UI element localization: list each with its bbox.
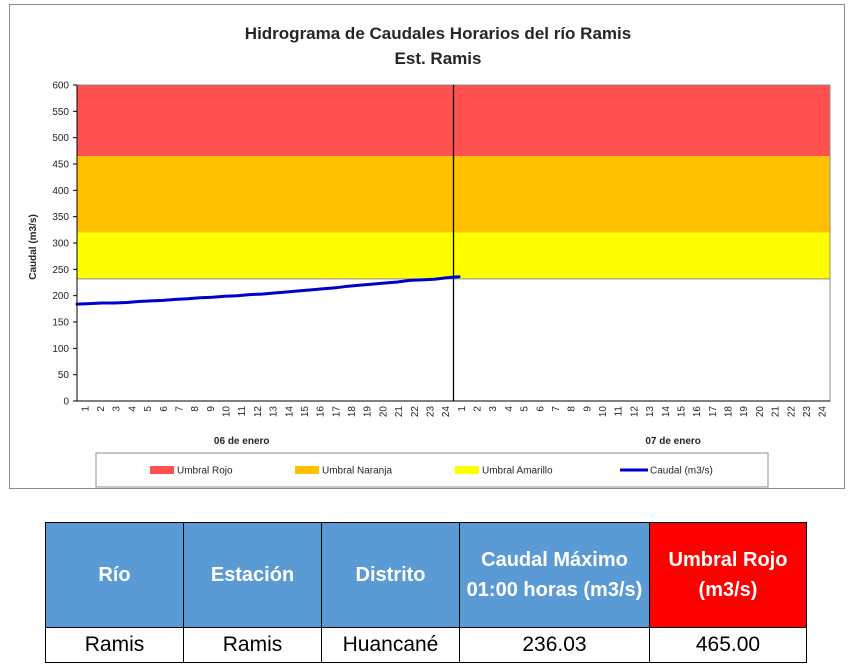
x-tick-label: 23 [425, 406, 436, 418]
x-tick-label: 5 [143, 406, 154, 412]
y-axis-label: Caudal (m3/s) [28, 214, 39, 280]
y-tick-label: 0 [63, 397, 69, 408]
x-tick-label: 15 [676, 406, 687, 418]
header-caudal-maximo: Caudal Máximo 01:00 horas (m3/s) [459, 522, 650, 628]
x-tick-label: 20 [755, 406, 766, 418]
x-tick-label: 10 [598, 406, 609, 418]
y-tick-label: 350 [52, 212, 69, 223]
x-tick-label: 11 [237, 406, 248, 417]
x-tick-label: 2 [96, 406, 107, 412]
x-tick-label: 16 [316, 406, 327, 418]
legend-label: Umbral Amarillo [482, 466, 553, 477]
x-tick-label: 10 [222, 406, 233, 418]
x-tick-label: 3 [112, 406, 123, 412]
legend-label: Umbral Rojo [177, 466, 233, 477]
x-tick-label: 19 [739, 406, 750, 418]
x-tick-label: 1 [457, 406, 468, 412]
y-tick-label: 200 [52, 291, 69, 302]
x-tick-label: 12 [629, 406, 640, 418]
x-tick-label: 9 [206, 406, 217, 412]
x-tick-label: 19 [363, 406, 374, 418]
legend-box [95, 452, 769, 488]
cell-umbral-rojo: 465.00 [649, 627, 807, 663]
y-tick-label: 450 [52, 160, 69, 171]
header-umbral-rojo: Umbral Rojo (m3/s) [649, 522, 807, 628]
x-tick-label: 8 [567, 406, 578, 412]
legend-swatch [150, 466, 174, 474]
header-distrito: Distrito [321, 522, 460, 628]
x-tick-label: 8 [190, 406, 201, 412]
x-tick-label: 24 [818, 406, 829, 418]
x-tick-label: 7 [174, 406, 185, 412]
x-tick-label: 13 [269, 406, 280, 418]
x-tick-label: 17 [708, 406, 719, 418]
x-tick-label: 14 [284, 406, 295, 418]
x-tick-label: 5 [520, 406, 531, 412]
x-tick-label: 1 [80, 406, 91, 412]
x-tick-label: 7 [551, 406, 562, 412]
chart-legend: Umbral Rojo Umbral Naranja Umbral Amarillo… [95, 452, 769, 488]
header-estacion: Estación [183, 522, 322, 628]
y-tick-label: 600 [52, 81, 69, 92]
series-line-caudal [75, 275, 461, 306]
y-tick-label: 50 [58, 370, 70, 381]
y-tick-label: 500 [52, 133, 69, 144]
legend-label: Caudal (m3/s) [650, 466, 713, 477]
x-tick-label: 11 [614, 406, 625, 417]
x-day-label: 07 de enero [645, 436, 701, 447]
y-tick-label: 150 [52, 318, 69, 329]
x-tick-label: 22 [410, 406, 421, 418]
header-rio: Río [45, 522, 184, 628]
x-tick-label: 12 [253, 406, 264, 418]
chart-title: Hidrograma de Caudales Horarios del río … [245, 24, 631, 43]
x-tick-label: 6 [535, 406, 546, 412]
x-tick-label: 9 [582, 406, 593, 412]
x-tick-label: 6 [159, 406, 170, 412]
x-tick-label: 3 [488, 406, 499, 412]
x-tick-label: 17 [331, 406, 342, 418]
x-tick-label: 16 [692, 406, 703, 418]
chart-frame: 0 50 100 150 200 250 300 350 400 450 500 550 600 1 2 3 4… [9, 4, 845, 489]
x-tick-label: 21 [771, 406, 782, 418]
y-tick-label: 250 [52, 265, 69, 276]
x-day-label: 06 de enero [214, 436, 270, 447]
series-layer [75, 275, 461, 306]
legend-swatch [295, 466, 319, 474]
x-tick-label: 14 [661, 406, 672, 418]
x-tick-label: 21 [394, 406, 405, 418]
cell-estacion: Ramis [183, 627, 322, 663]
y-tick-label: 550 [52, 107, 69, 118]
y-tick-label: 300 [52, 239, 69, 250]
cell-rio: Ramis [45, 627, 184, 663]
x-tick-label: 24 [441, 406, 452, 418]
x-tick-label: 23 [802, 406, 813, 418]
x-tick-label: 20 [378, 406, 389, 418]
table-header-row: Río Estación Distrito Caudal Máximo 01:0… [45, 522, 807, 628]
table-row: Ramis Ramis Huancané 236.03 465.00 [45, 627, 807, 663]
cell-distrito: Huancané [321, 627, 460, 663]
x-tick-label: 18 [347, 406, 358, 418]
legend-label: Umbral Naranja [322, 466, 392, 477]
x-tick-label: 18 [724, 406, 735, 418]
y-tick-label: 100 [52, 344, 69, 355]
x-tick-label: 13 [645, 406, 656, 418]
x-tick-label: 22 [786, 406, 797, 418]
chart-subtitle: Est. Ramis [395, 49, 482, 68]
y-tick-label: 400 [52, 186, 69, 197]
x-tick-label: 2 [473, 406, 484, 412]
x-tick-label: 4 [127, 406, 138, 412]
x-tick-label: 4 [504, 406, 515, 412]
legend-swatch [455, 466, 479, 474]
summary-table: Río Estación Distrito Caudal Máximo 01:0… [45, 522, 807, 663]
cell-caudal-maximo: 236.03 [459, 627, 650, 663]
x-tick-label: 15 [300, 406, 311, 418]
